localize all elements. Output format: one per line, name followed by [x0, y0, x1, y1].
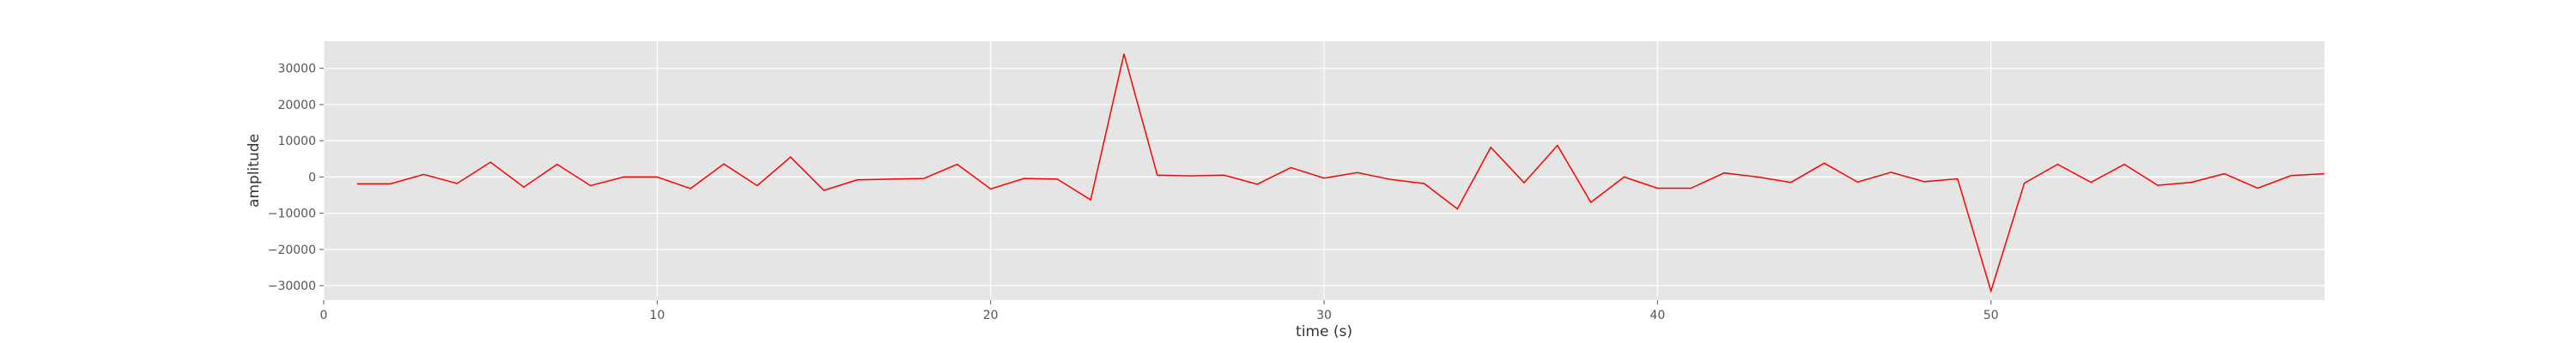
y-tick-label: −30000 — [268, 280, 316, 293]
x-axis-label: time (s) — [1296, 323, 1352, 340]
y-tick-label: −20000 — [268, 244, 316, 257]
y-axis-ticks: −30000 −20000 −10000 0 10000 20000 30000 — [268, 63, 324, 293]
y-tick-label: 10000 — [277, 135, 316, 148]
y-axis-label: amplitude — [246, 134, 263, 208]
x-gridlines — [323, 41, 1992, 300]
y-tick-label: 30000 — [277, 63, 316, 76]
series-line — [356, 53, 2325, 293]
x-tick-label: 20 — [983, 309, 999, 322]
x-tick-label: 10 — [649, 309, 665, 322]
y-tick-label: 20000 — [277, 99, 316, 112]
y-gridlines — [324, 68, 2324, 286]
x-tick-label: 30 — [1316, 309, 1332, 322]
x-axis-ticks: 0 10 20 30 40 50 — [320, 300, 1999, 322]
y-tick-label: −10000 — [268, 208, 316, 221]
x-tick-label: 40 — [1649, 309, 1665, 322]
y-tick-label: 0 — [308, 171, 316, 184]
x-tick-label: 0 — [320, 309, 328, 322]
x-tick-label: 50 — [1984, 309, 1999, 322]
